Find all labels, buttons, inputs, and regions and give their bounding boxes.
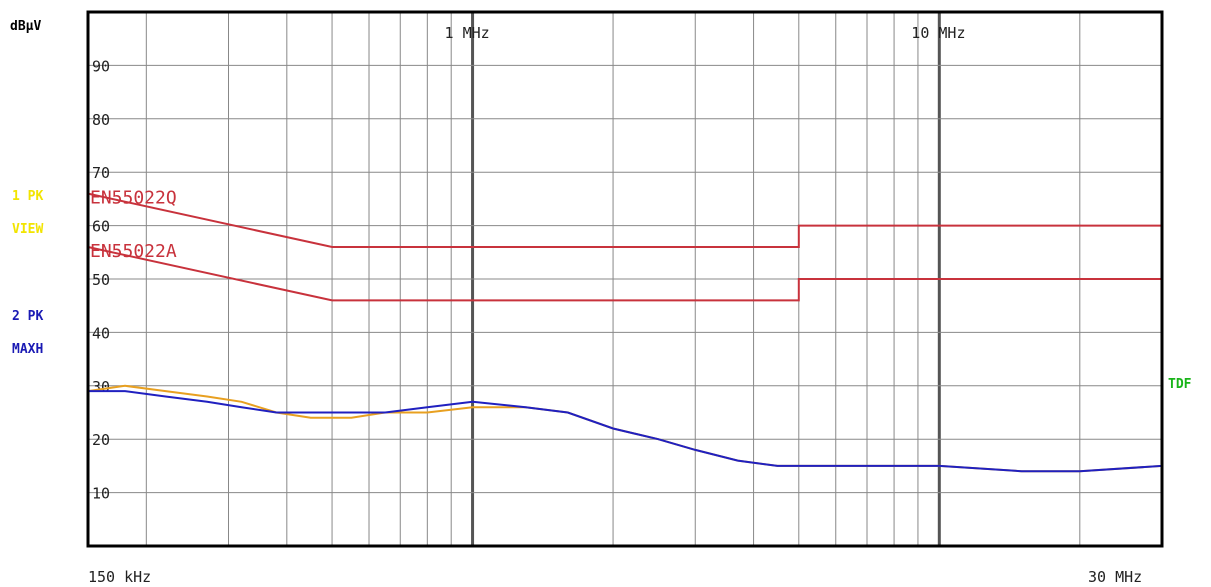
y-tick-label: 90 xyxy=(92,57,110,75)
x-axis-end-label: 30 MHz xyxy=(1088,568,1142,586)
trace-1-mode-label: VIEW xyxy=(12,222,43,237)
limit-line-label-1: EN55022Q xyxy=(90,188,177,209)
trace-1 xyxy=(87,384,1163,473)
trace-2 xyxy=(88,390,1163,473)
y-tick-label: 40 xyxy=(92,324,110,342)
y-axis-label: dBµV xyxy=(10,19,41,34)
tdf-label: TDF xyxy=(1168,377,1192,392)
x-marker-1mhz-label: 1 MHz xyxy=(445,24,490,42)
y-tick-label: 10 xyxy=(92,485,110,503)
y-tick-label: 50 xyxy=(92,271,110,289)
trace-2-label: 2 PK xyxy=(12,309,43,324)
y-tick-label: 20 xyxy=(92,431,110,449)
limit-line-1 xyxy=(87,192,1162,248)
limit-line-label-2: EN55022A xyxy=(90,241,177,262)
plot-frame xyxy=(86,10,1164,548)
trace-1-label: 1 PK xyxy=(12,189,43,204)
x-axis-start-label: 150 kHz xyxy=(88,568,151,586)
y-tick-label: 30 xyxy=(92,378,110,396)
traces xyxy=(87,384,1163,473)
y-tick-label: 60 xyxy=(92,218,110,236)
y-tick-label: 70 xyxy=(92,164,110,182)
limit-line-2 xyxy=(87,246,1162,302)
limit-lines: EN55022Q EN55022A xyxy=(87,188,1162,302)
y-tick-label: 80 xyxy=(92,111,110,129)
trace-2-mode-label: MAXH xyxy=(12,342,43,357)
x-marker-10mhz-label: 10 MHz xyxy=(911,24,965,42)
